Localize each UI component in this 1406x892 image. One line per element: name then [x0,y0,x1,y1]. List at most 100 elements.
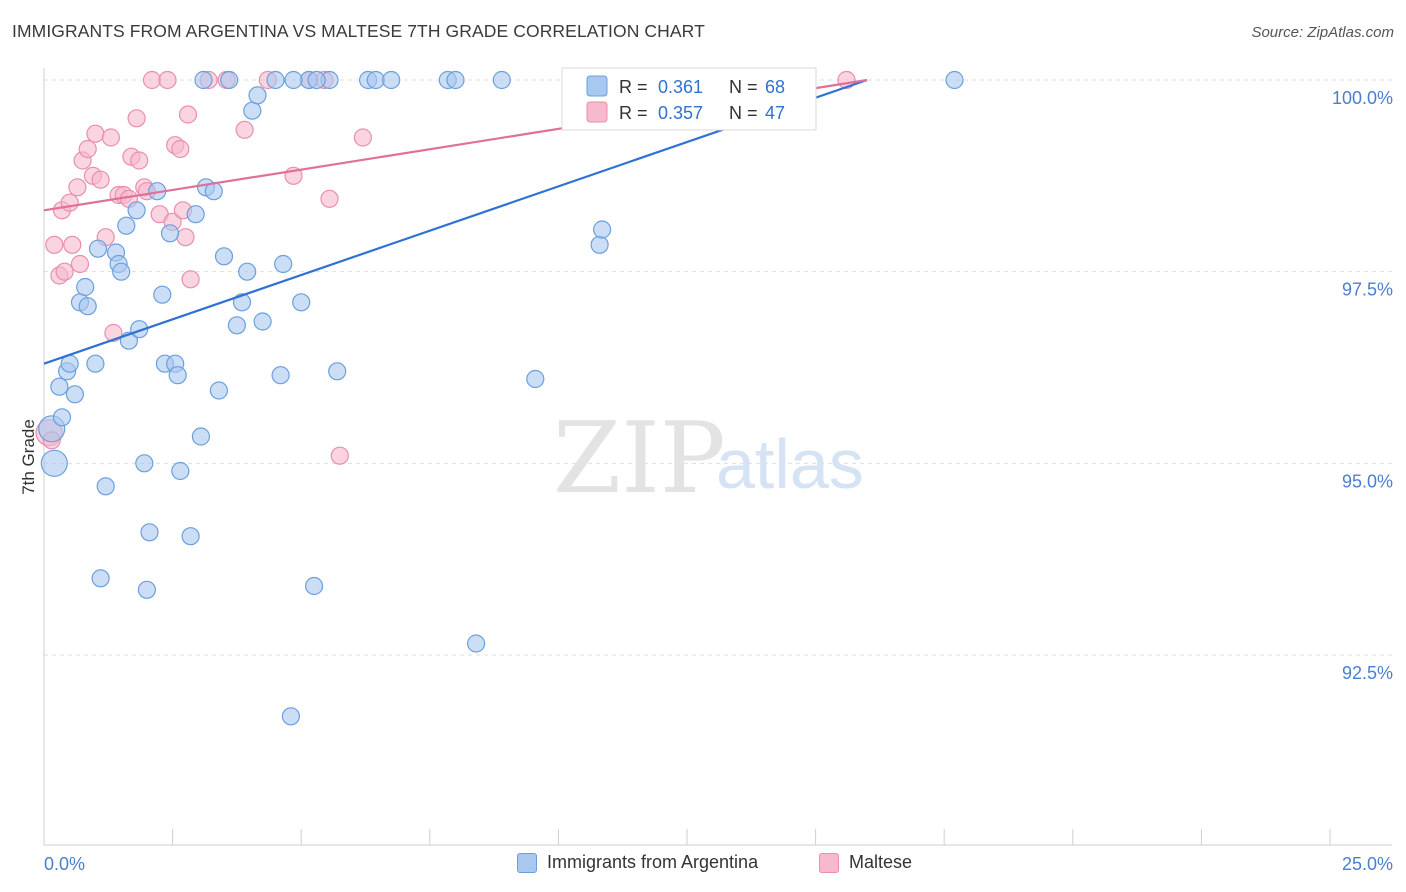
point-maltese [60,193,79,212]
point-argentina [127,201,146,220]
point-maltese [330,446,349,465]
point-argentina [292,293,311,312]
legend-r-label: R = [619,103,648,123]
point-argentina [446,70,465,90]
point-maltese [353,128,372,147]
point-argentina [171,461,190,481]
point-argentina [194,70,213,90]
stats-legend: R = 0.361 N = 68 R = 0.357 N = 47 [561,67,817,131]
legend-swatch-maltese [819,852,839,873]
x-tick-label-max: 25.0% [1342,854,1393,874]
point-argentina [253,312,272,331]
y-axis-label: 7th Grade [19,419,38,495]
y-tick-label: 92.5% [1342,663,1393,683]
legend-label-argentina: Immigrants from Argentina [547,852,759,872]
legend-label-maltese: Maltese [849,852,913,872]
grid-lines [44,79,1392,656]
point-argentina [76,277,95,297]
point-maltese [101,128,121,147]
point-argentina [91,569,110,588]
point-maltese [178,105,198,124]
point-argentina [945,70,964,90]
point-maltese [158,70,177,90]
y-tick-label: 100.0% [1332,88,1393,108]
legend-item-maltese[interactable]: Maltese [819,852,912,873]
legend-swatch-argentina [586,75,608,97]
point-argentina [209,381,228,400]
point-argentina [590,235,609,254]
point-argentina [96,477,115,496]
point-argentina [117,216,136,235]
y-tick-labels: 92.5% 95.0% 97.5% 100.0% [1332,88,1393,683]
point-argentina [266,70,285,90]
point-argentina [214,247,234,266]
point-argentina [274,254,293,274]
point-argentina [243,101,262,120]
legend-n-value: 68 [765,77,785,97]
point-maltese [320,189,339,208]
legend-n-label: N = [729,103,758,123]
series-legend: Immigrants from Argentina Maltese [0,852,1406,878]
legend-r-value: 0.361 [658,77,703,97]
point-argentina [112,262,131,281]
point-argentina [181,527,200,546]
point-maltese [91,170,110,189]
point-argentina [467,634,486,653]
point-argentina [220,70,239,90]
point-maltese [86,124,105,143]
x-tick-label-min: 0.0% [44,854,85,874]
point-maltese [63,235,82,254]
legend-r-label: R = [619,77,648,97]
source-label: Source: ZipAtlas.com [1251,24,1394,41]
point-maltese [142,70,162,90]
point-argentina [137,580,156,599]
axis-ticks [43,829,1331,845]
point-maltese [127,109,146,128]
point-maltese [55,262,74,281]
point-maltese [78,139,97,159]
legend-swatch-maltese [586,101,608,123]
point-argentina [168,366,187,385]
y-tick-label: 97.5% [1342,280,1393,300]
point-argentina [382,70,401,90]
point-argentina [135,454,154,473]
point-maltese [171,139,190,159]
point-argentina [328,362,347,381]
point-argentina [160,224,180,243]
point-argentina [248,86,267,105]
legend-swatch-argentina [517,852,537,873]
point-argentina [284,70,303,90]
watermark-zip: ZIP [553,402,726,516]
point-maltese [70,254,90,274]
point-argentina [65,385,85,404]
point-argentina [227,316,246,335]
legend-n-label: N = [729,77,758,97]
point-maltese [235,120,254,139]
chart-title: IMMIGRANTS FROM ARGENTINA VS MALTESE 7TH… [12,21,705,41]
point-argentina [271,366,290,385]
point-maltese [45,235,64,254]
point-argentina [88,239,108,258]
point-argentina [40,449,68,477]
point-argentina [526,369,545,389]
point-maltese [181,270,200,289]
point-argentina [238,262,257,281]
point-argentina [52,408,72,427]
point-maltese [130,151,149,170]
legend-r-value: 0.357 [658,103,703,123]
point-argentina [366,70,385,90]
point-maltese [176,228,195,247]
legend-item-argentina[interactable]: Immigrants from Argentina [517,852,758,873]
point-argentina [305,576,324,596]
point-argentina [78,297,97,316]
point-argentina [191,427,210,446]
point-argentina [186,205,205,224]
point-argentina [86,354,105,373]
y-tick-label: 95.0% [1342,471,1393,491]
watermark-atlas: atlas [716,425,864,503]
legend-n-value: 47 [765,103,785,123]
point-maltese [68,178,87,197]
point-argentina [592,220,612,239]
point-argentina [140,523,159,542]
